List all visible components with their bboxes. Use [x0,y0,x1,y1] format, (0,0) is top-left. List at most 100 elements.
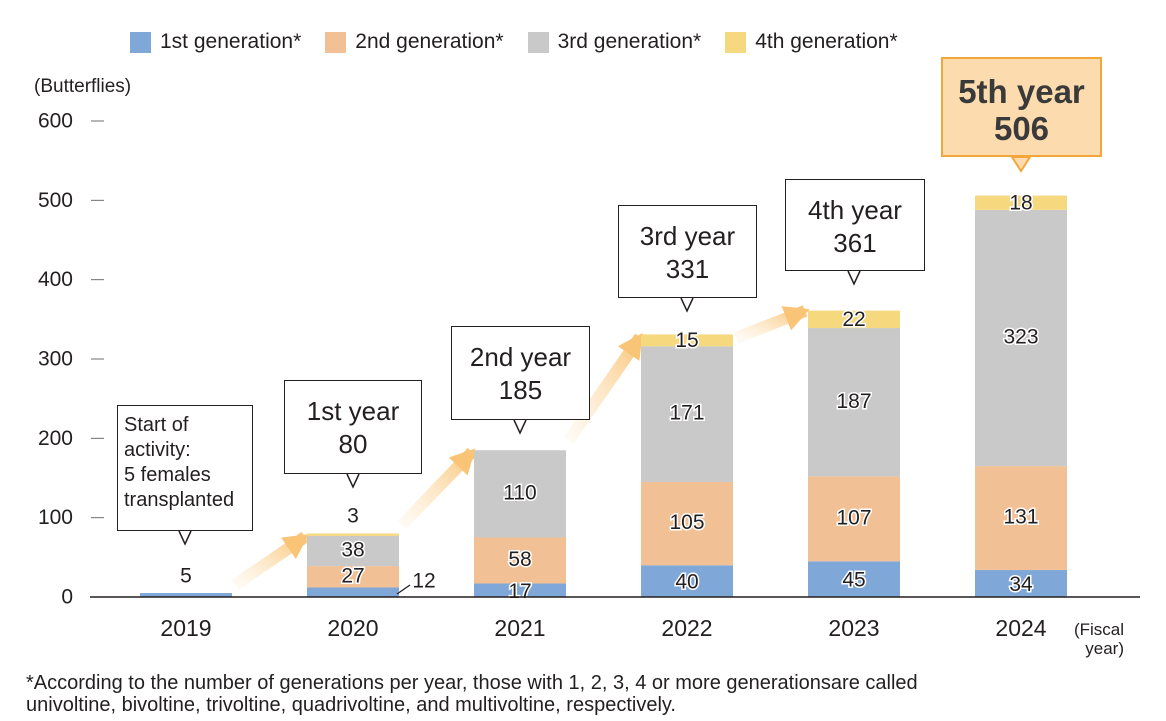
callout-year-2: 2nd year 185 [451,326,590,420]
start-note-line: 5 females [124,464,211,486]
data-label-gen4: 15 [675,329,698,352]
legend: 1st generation* 2nd generation* 3rd gene… [130,30,922,54]
bar-segment-gen4 [975,195,1067,210]
growth-arrow-shaft [564,333,645,444]
x-axis-unit: (Fiscal year) [1062,620,1124,658]
bar-segment-gen1 [975,570,1067,597]
callout-pointer [178,530,192,546]
bar-segment-gen2 [641,481,733,566]
leader-line [396,584,411,595]
x-tick-label: 2022 [661,615,712,641]
legend-swatch-gen3 [527,31,549,53]
data-label-gen1: 5 [180,565,192,588]
data-label-gen3: 38 [341,539,364,562]
callout-pointer [680,297,694,313]
highlight-year-label: 5th year [958,73,1085,110]
data-label-gen2: 105 [669,511,704,534]
data-label-gen4: 22 [842,308,865,331]
bar-segment-gen3 [307,535,399,567]
data-label-gen3: 171 [669,402,704,425]
y-tick-label: 100 [38,506,73,529]
legend-label-gen3: 3rd generation* [557,30,702,53]
footnote: *According to the number of generations … [26,672,1146,716]
bar-segment-gen2 [307,566,399,588]
footnote-line: *According to the number of generations … [26,672,918,694]
bar-segment-gen1 [140,593,232,597]
y-axis-unit: (Butterflies) [34,76,132,97]
start-note: Start of activity: 5 females transplante… [117,405,253,531]
callout-year-label: 3rd year [639,221,736,251]
data-label-gen2: 27 [341,564,364,587]
callout-year-label: 2nd year [469,342,572,372]
growth-arrow-head [781,306,810,331]
legend-item-gen2: 2nd generation* [325,30,504,54]
callout-year-total: 331 [665,254,710,284]
highlight-year-total: 506 [993,110,1050,147]
callout-year-3: 3rd year 331 [618,205,757,298]
data-label-gen3: 187 [836,390,871,413]
growth-arrow-head [281,534,310,560]
data-label-gen1: 34 [1009,573,1033,596]
x-tick-label: 2019 [160,615,211,641]
bar-segment-gen1 [307,587,399,597]
callout-year-4: 4th year 361 [785,179,925,271]
legend-label-gen4: 4th generation* [755,30,898,53]
callout-year-5-highlight: 5th year 506 [941,57,1102,157]
x-tick-label: 2023 [828,615,879,641]
y-tick-label: 200 [38,427,73,450]
x-tick-label: 2024 [995,615,1046,641]
legend-swatch-gen1 [130,31,151,53]
bar-segment-gen4 [307,533,399,536]
data-label-gen2: 107 [836,506,871,529]
bar-segment-gen1 [474,583,566,597]
growth-arrow-head [448,448,476,476]
y-tick-label: 500 [38,189,73,212]
bar-segment-gen3 [474,450,566,538]
data-label-gen3: 110 [503,481,536,504]
x-axis-unit-line: (Fiscal [1073,620,1124,639]
legend-label-gen2: 2nd generation* [355,30,504,53]
footnote-line: univoltine, bivoltine, trivoltine, quadr… [26,694,676,716]
callout-pointer [513,419,527,435]
start-note-line: transplanted [124,489,235,511]
bar-segment-gen1 [808,561,900,597]
x-axis-unit-line: year) [1085,639,1124,658]
x-tick-label: 2021 [494,615,545,641]
legend-label-gen1: 1st generation* [160,30,302,53]
data-label-gen4: 18 [1009,191,1032,214]
start-note-line: activity: [124,439,191,461]
bar-segment-gen4 [808,310,900,329]
bar-segment-gen1 [641,565,733,597]
legend-item-gen3: 3rd generation* [527,30,702,54]
data-label-gen2: 58 [508,548,531,571]
growth-arrow-head [617,332,643,361]
callout-year-total: 361 [833,228,877,258]
callout-year-total: 80 [338,429,368,459]
legend-item-gen1: 1st generation* [130,30,301,54]
bar-segment-gen3 [641,346,733,482]
legend-swatch-gen4 [725,31,747,53]
callout-year-total: 185 [498,375,543,405]
bar-segment-gen2 [975,466,1067,571]
data-label-gen2: 131 [1003,506,1038,529]
legend-swatch-gen2 [325,31,347,53]
y-tick-label: 600 [38,110,73,133]
callout-year-label: 4th year [808,195,902,225]
legend-item-gen4: 4th generation* [725,30,898,54]
data-label-gen1: 12 [412,570,435,593]
y-tick-label: 300 [38,348,73,371]
bar-segment-gen2 [808,476,900,562]
callout-pointer [847,270,861,286]
callout-year-label: 1st year [306,396,400,426]
y-tick-label: 400 [38,268,73,291]
bar-segment-gen4 [641,334,733,347]
bar-segment-gen3 [975,209,1067,467]
y-tick-label: 0 [61,586,73,609]
data-label-gen3: 323 [1003,326,1038,349]
data-label-gen4: 3 [347,505,359,528]
data-label-gen1: 40 [675,571,698,594]
x-tick-label: 2020 [327,615,378,641]
highlight-pointer [1010,156,1032,173]
bar-segment-gen3 [808,328,900,477]
